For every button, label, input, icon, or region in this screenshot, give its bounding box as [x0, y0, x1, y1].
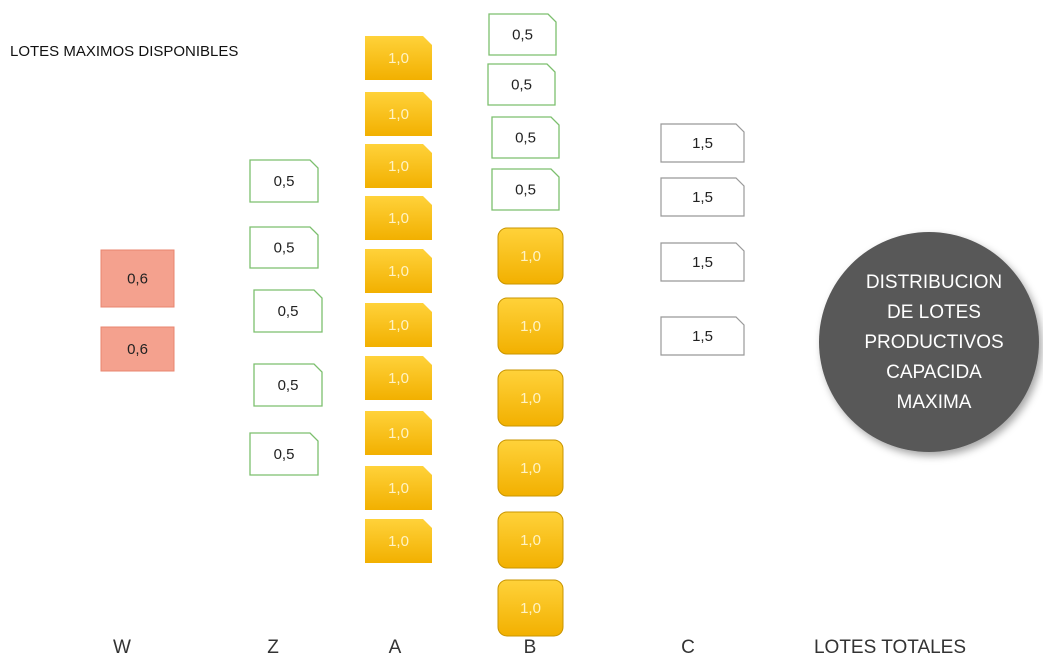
- box: [365, 303, 432, 347]
- circle-text: MAXIMA: [897, 392, 972, 413]
- box: [497, 579, 564, 637]
- box-label: 1,5: [692, 328, 713, 345]
- box-label: 0,6: [127, 270, 148, 287]
- box-label: 0,5: [511, 76, 532, 93]
- box: [660, 242, 745, 282]
- box-label: 1,0: [388, 263, 409, 280]
- box: [491, 116, 560, 159]
- box: [497, 439, 564, 497]
- box-label: 0,5: [515, 181, 536, 198]
- box-label: 0,6: [127, 341, 148, 358]
- box: [497, 511, 564, 569]
- column-label: Z: [267, 637, 279, 658]
- box: [497, 369, 564, 427]
- box-label: 1,0: [388, 106, 409, 123]
- box-label: 1,0: [520, 600, 541, 617]
- box: [365, 144, 432, 188]
- box-label: 1,0: [388, 317, 409, 334]
- circle-text: CAPACIDA: [886, 362, 982, 383]
- box-label: 1,5: [692, 254, 713, 271]
- column-label: B: [524, 637, 537, 658]
- box: [365, 466, 432, 510]
- column-label: W: [113, 637, 131, 658]
- column-label: C: [681, 637, 695, 658]
- box-label: 1,0: [388, 158, 409, 175]
- box: [660, 316, 745, 356]
- box: [249, 432, 319, 476]
- box: [365, 36, 432, 80]
- box-label: 1,0: [520, 248, 541, 265]
- box-label: 1,5: [692, 189, 713, 206]
- circle-text: PRODUCTIVOS: [864, 332, 1003, 353]
- circle-text: DE LOTES: [887, 302, 981, 323]
- circle-text: DISTRIBUCION: [866, 272, 1002, 293]
- box-label: 0,5: [274, 239, 295, 256]
- box-label: 1,0: [388, 210, 409, 227]
- box-label: 1,0: [520, 318, 541, 335]
- box: [365, 519, 432, 563]
- box: [491, 168, 560, 211]
- box: [365, 356, 432, 400]
- box: [497, 227, 564, 285]
- box-label: 0,5: [515, 129, 536, 146]
- box: [365, 249, 432, 293]
- box-label: 1,0: [520, 390, 541, 407]
- box-label: 0,5: [274, 446, 295, 463]
- box-label: 0,5: [274, 173, 295, 190]
- box: [249, 159, 319, 203]
- box-label: 0,5: [278, 377, 299, 394]
- box: [249, 226, 319, 269]
- box: [100, 326, 175, 372]
- box: [497, 297, 564, 355]
- box: [487, 63, 556, 106]
- box-label: 1,5: [692, 135, 713, 152]
- box: [365, 196, 432, 240]
- box: [253, 363, 323, 407]
- box: [365, 92, 432, 136]
- box: [253, 289, 323, 333]
- box-label: 1,0: [520, 532, 541, 549]
- box-label: 1,0: [388, 533, 409, 550]
- box: [488, 13, 557, 56]
- box-label: 1,0: [388, 425, 409, 442]
- box-label: 1,0: [388, 50, 409, 67]
- box-label: 1,0: [388, 480, 409, 497]
- totals-label: LOTES TOTALES: [814, 637, 966, 658]
- box-label: 0,5: [278, 303, 299, 320]
- summary-circle: [819, 232, 1039, 452]
- column-label: A: [389, 637, 402, 658]
- box-label: 1,0: [520, 460, 541, 477]
- title: LOTES MAXIMOS DISPONIBLES: [10, 43, 238, 60]
- box: [660, 123, 745, 163]
- box: [365, 411, 432, 455]
- box: [660, 177, 745, 217]
- box-label: 0,5: [512, 26, 533, 43]
- box: [100, 249, 175, 308]
- box-label: 1,0: [388, 370, 409, 387]
